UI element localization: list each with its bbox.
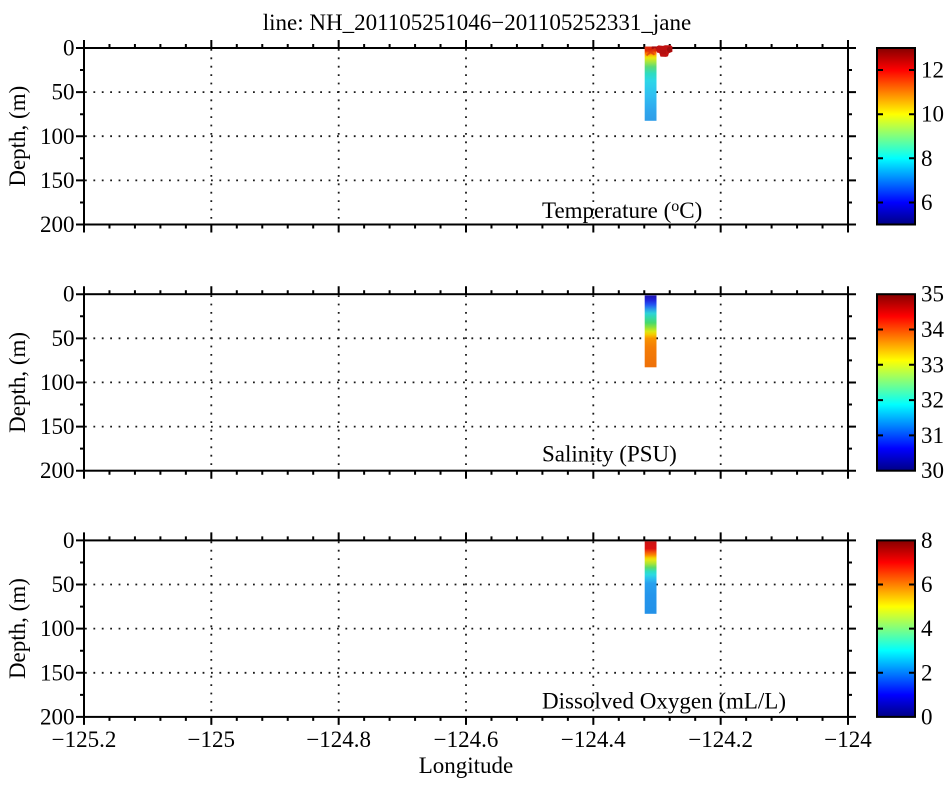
- svg-text:0: 0: [63, 528, 75, 553]
- svg-text:2: 2: [921, 660, 933, 685]
- svg-text:30: 30: [921, 458, 944, 483]
- svg-text:50: 50: [52, 80, 75, 105]
- svg-text:0: 0: [63, 36, 75, 61]
- svg-text:Longitude: Longitude: [419, 753, 514, 778]
- svg-text:150: 150: [40, 414, 75, 439]
- svg-text:6: 6: [921, 572, 933, 597]
- svg-text:150: 150: [40, 660, 75, 685]
- svg-text:50: 50: [52, 572, 75, 597]
- svg-text:31: 31: [921, 423, 944, 448]
- svg-text:12: 12: [921, 58, 944, 83]
- svg-text:50: 50: [52, 326, 75, 351]
- svg-text:200: 200: [40, 458, 75, 483]
- svg-text:−125: −125: [188, 727, 235, 752]
- svg-text:Salinity (PSU): Salinity (PSU): [542, 442, 677, 467]
- svg-text:−124: −124: [824, 727, 872, 752]
- svg-text:6: 6: [921, 190, 933, 215]
- svg-text:10: 10: [921, 102, 944, 127]
- svg-text:35: 35: [921, 282, 944, 307]
- svg-text:200: 200: [40, 212, 75, 237]
- svg-text:Depth, (m): Depth, (m): [5, 86, 30, 187]
- svg-text:0: 0: [63, 282, 75, 307]
- svg-text:−125.2: −125.2: [52, 727, 117, 752]
- svg-text:33: 33: [921, 352, 944, 377]
- svg-text:100: 100: [40, 616, 75, 641]
- svg-text:8: 8: [921, 146, 933, 171]
- svg-text:32: 32: [921, 388, 944, 413]
- svg-text:200: 200: [40, 704, 75, 729]
- svg-text:−124.4: −124.4: [561, 727, 626, 752]
- svg-text:Dissolved Oxygen (mL/L): Dissolved Oxygen (mL/L): [542, 689, 786, 714]
- svg-text:0: 0: [921, 704, 933, 729]
- svg-text:150: 150: [40, 168, 75, 193]
- svg-text:100: 100: [40, 370, 75, 395]
- svg-text:4: 4: [921, 616, 933, 641]
- svg-text:34: 34: [921, 317, 945, 342]
- svg-text:Depth, (m): Depth, (m): [5, 578, 30, 679]
- svg-text:line: NH_201105251046−20110525: line: NH_201105251046−201105252331_jane: [263, 10, 691, 35]
- svg-text:100: 100: [40, 124, 75, 149]
- svg-text:−124.6: −124.6: [434, 727, 499, 752]
- svg-text:8: 8: [921, 528, 933, 553]
- svg-text:Depth, (m): Depth, (m): [5, 332, 30, 433]
- svg-text:−124.8: −124.8: [306, 727, 371, 752]
- svg-text:−124.2: −124.2: [688, 727, 753, 752]
